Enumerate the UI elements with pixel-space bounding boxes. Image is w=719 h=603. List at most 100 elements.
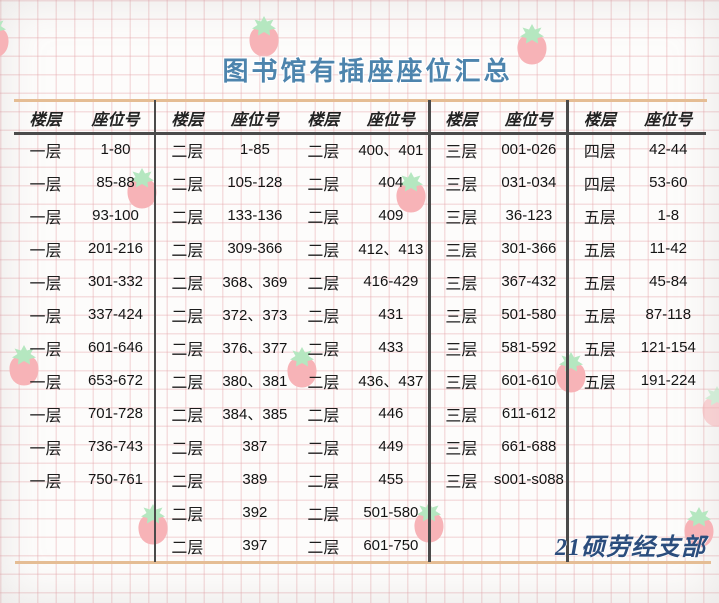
seat-cell: 392 <box>242 504 268 521</box>
seat-cell: 601-610 <box>501 372 557 389</box>
table-header-underline <box>14 132 706 135</box>
floor-cell: 二层 <box>307 209 340 227</box>
table-border-top <box>14 99 707 102</box>
seat-cell: 501-580 <box>363 504 419 521</box>
floor-cell: 二层 <box>171 407 204 425</box>
table-row: 四层 53-60 <box>569 166 706 199</box>
floor-cell: 一层 <box>29 341 62 359</box>
floor-cell: 五层 <box>583 275 616 293</box>
table-row: 一层 85-88 <box>14 166 154 199</box>
floor-cell: 一层 <box>29 209 62 227</box>
floor-cell: 二层 <box>307 407 340 425</box>
floor-cell: 三层 <box>445 407 478 425</box>
seat-cell: 404 <box>378 174 404 191</box>
floor-cell: 三层 <box>445 341 478 359</box>
header-seat: 座位号 <box>366 111 415 129</box>
floor-cell: 二层 <box>171 473 204 491</box>
seat-cell: 93-100 <box>92 207 139 224</box>
seat-cell: 36-123 <box>505 207 553 224</box>
table-body: 二层 1-85 二层 105-128 二层 133-136 二层 309-366 二层 368、3… <box>157 133 292 562</box>
seat-cell: 133-136 <box>227 207 283 224</box>
seat-cell: 455 <box>378 471 404 488</box>
seat-cell: 387 <box>242 438 268 455</box>
header-seat: 座位号 <box>91 111 140 129</box>
seat-cell: 601-646 <box>87 339 144 356</box>
seat-cell: 409 <box>378 207 404 224</box>
floor-cell: 一层 <box>29 407 62 425</box>
table-row: 一层 201-216 <box>14 232 154 265</box>
table-row: 二层 397 <box>157 529 292 562</box>
seat-cell: 433 <box>378 339 404 356</box>
floor-cell: 二层 <box>307 374 340 392</box>
seat-cell: 337-424 <box>87 306 144 323</box>
table-row: 二层 431 <box>293 298 428 331</box>
seat-cell: 191-224 <box>640 372 696 389</box>
header-seat: 座位号 <box>504 111 553 129</box>
table-row: 三层 301-366 <box>431 232 566 265</box>
table-row: 二层 1-85 <box>157 133 292 166</box>
table-row: 二层 433 <box>293 331 428 364</box>
seat-cell: 446 <box>378 405 404 422</box>
seat-cell: 397 <box>242 537 268 554</box>
floor-cell: 二层 <box>171 506 204 524</box>
seat-cell: 416-429 <box>363 273 419 290</box>
table-divider-3 <box>566 100 569 562</box>
floor-cell: 二层 <box>171 539 204 557</box>
table-row: 二层 133-136 <box>157 199 292 232</box>
table-row: 二层 416-429 <box>293 265 428 298</box>
seat-cell: 380、381 <box>222 373 288 390</box>
floor-cell: 二层 <box>307 473 340 491</box>
table-column-group-5: 楼层 座位号 四层 42-44 四层 53-60 五层 1-8 五层 11-42 五层 45-84… <box>569 102 706 397</box>
seat-cell: 368、369 <box>222 274 288 291</box>
table-row: 一层 653-672 <box>14 364 154 397</box>
seat-cell: 201-216 <box>87 240 144 257</box>
header-seat: 座位号 <box>644 111 693 129</box>
floor-cell: 二层 <box>171 242 204 260</box>
table-row: 一层 301-332 <box>14 265 154 298</box>
table-row: 二层 384、385 <box>157 397 292 430</box>
seat-cell: 301-366 <box>501 240 557 257</box>
table-row: 三层 611-612 <box>431 397 566 430</box>
seat-cell: 412、413 <box>358 241 424 258</box>
seat-cell: 661-688 <box>501 438 557 455</box>
table-body: 三层 001-026 三层 031-034 三层 36-123 三层 301-366 三层 367… <box>431 133 566 496</box>
floor-cell: 二层 <box>307 308 340 326</box>
seat-cell: 384、385 <box>222 406 288 423</box>
table-divider-2 <box>428 100 431 562</box>
floor-cell: 二层 <box>171 440 204 458</box>
seat-cell: 1-85 <box>239 141 270 158</box>
table-row: 三层 581-592 <box>431 331 566 364</box>
table-row: 一层 337-424 <box>14 298 154 331</box>
seat-cell: 389 <box>242 471 268 488</box>
table-row: 五层 87-118 <box>569 298 706 331</box>
seat-cell: 581-592 <box>501 339 557 356</box>
floor-cell: 二层 <box>171 308 204 326</box>
seat-cell: 701-728 <box>87 405 144 422</box>
table-row: 一层 1-80 <box>14 133 154 166</box>
floor-cell: 二层 <box>307 341 340 359</box>
seat-cell: 001-026 <box>501 141 557 158</box>
seat-cell: 376、377 <box>222 340 288 357</box>
table-row: 三层 367-432 <box>431 265 566 298</box>
floor-cell: 一层 <box>29 440 62 458</box>
table-row: 二层 436、437 <box>293 364 428 397</box>
floor-cell: 一层 <box>29 143 62 161</box>
floor-cell: 一层 <box>29 473 62 491</box>
table-row: 二层 400、401 <box>293 133 428 166</box>
floor-cell: 四层 <box>583 176 616 194</box>
table-column-group-3: 楼层 座位号 二层 400、401 二层 404 二层 409 二层 412、413 二层 416… <box>293 102 428 562</box>
table-column-group-2: 楼层 座位号 二层 1-85 二层 105-128 二层 133-136 二层 309-366… <box>157 102 292 562</box>
table-border-bottom <box>15 561 711 564</box>
table-header-row: 楼层 座位号 <box>14 102 154 133</box>
table-row: 二层 409 <box>293 199 428 232</box>
floor-cell: 二层 <box>171 374 204 392</box>
floor-cell: 二层 <box>171 209 204 227</box>
table-row: 二层 105-128 <box>157 166 292 199</box>
table-row: 二层 501-580 <box>293 496 428 529</box>
seat-cell: 45-84 <box>649 273 688 290</box>
seat-cell: 372、373 <box>222 307 288 324</box>
floor-cell: 三层 <box>445 473 478 491</box>
floor-cell: 五层 <box>583 242 616 260</box>
seat-cell: 85-88 <box>96 174 135 191</box>
seat-cell: 87-118 <box>645 306 692 323</box>
